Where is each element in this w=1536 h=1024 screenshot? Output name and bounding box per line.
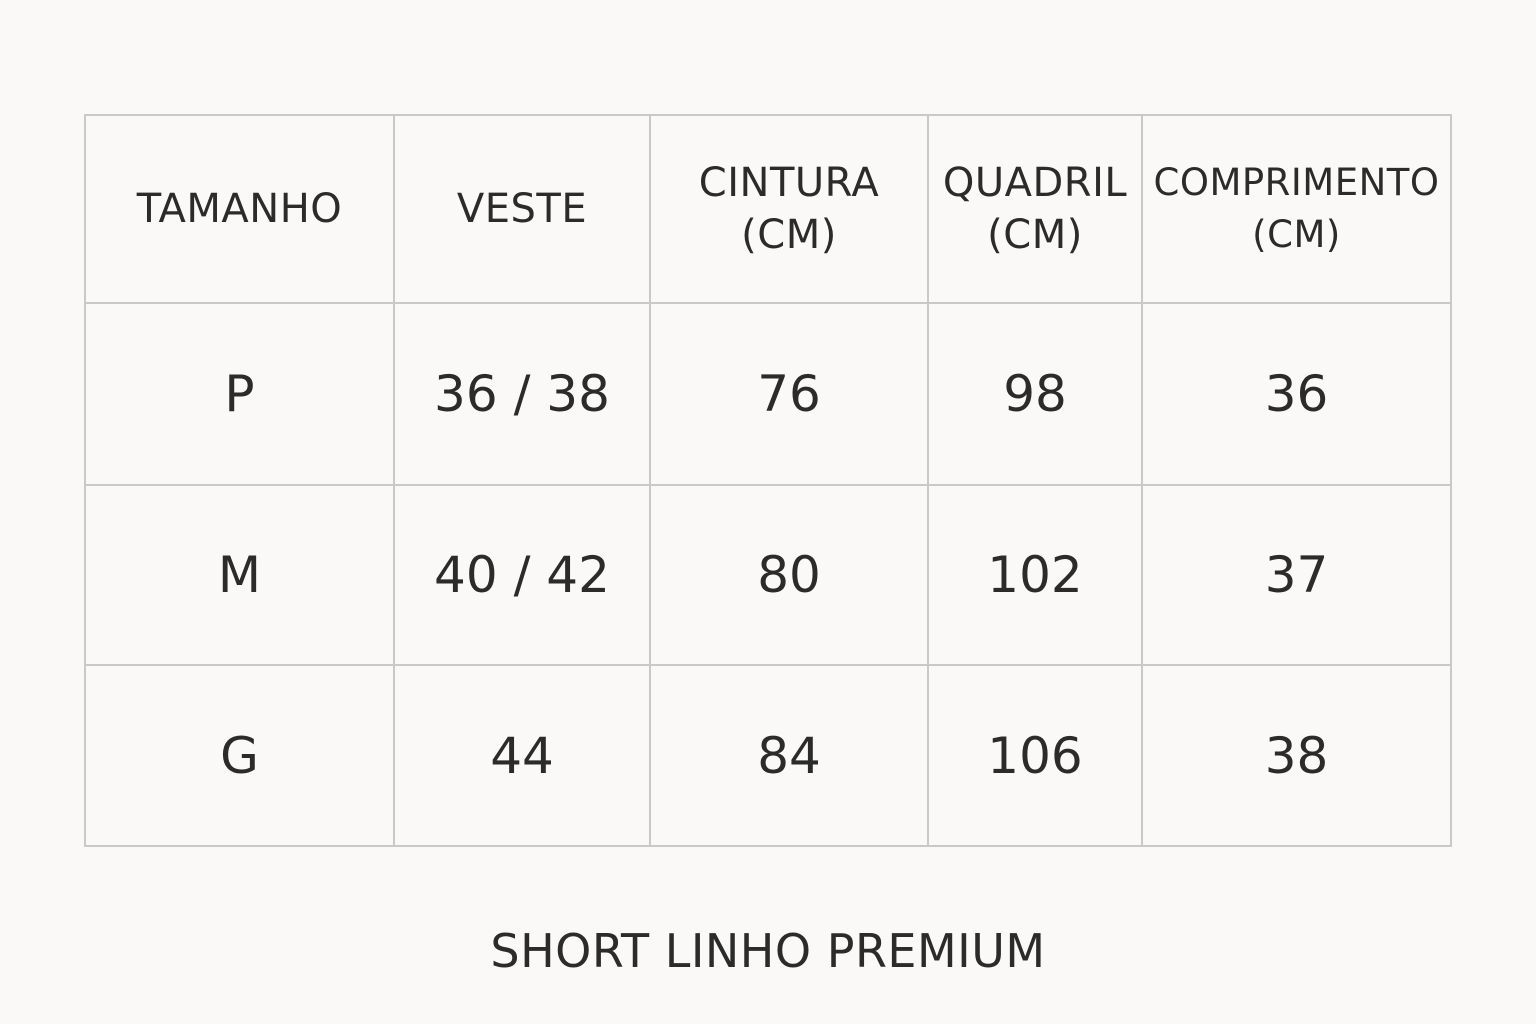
cell-comprimento: 36 — [1141, 302, 1452, 486]
cell-quadril: 106 — [927, 664, 1143, 847]
header-cintura: CINTURA (CM) — [649, 114, 929, 304]
header-veste: VESTE — [393, 114, 651, 304]
cell-quadril: 98 — [927, 302, 1143, 486]
cell-size: M — [84, 484, 395, 666]
cell-comprimento: 37 — [1141, 484, 1452, 666]
header-quadril: QUADRIL (CM) — [927, 114, 1143, 304]
cell-cintura: 84 — [649, 664, 929, 847]
header-row: TAMANHO VESTE CINTURA (CM) QUADRIL (CM) CO… — [84, 114, 1452, 304]
cell-size: G — [84, 664, 395, 847]
table-row: P 36 / 38 76 98 36 — [84, 302, 1452, 486]
cell-cintura: 76 — [649, 302, 929, 486]
cell-veste: 40 / 42 — [393, 484, 651, 666]
table-row: M 40 / 42 80 102 37 — [84, 484, 1452, 666]
cell-comprimento: 38 — [1141, 664, 1452, 847]
header-comprimento: COMPRIMENTO (CM) — [1141, 114, 1452, 304]
cell-quadril: 102 — [927, 484, 1143, 666]
cell-cintura: 80 — [649, 484, 929, 666]
cell-veste: 44 — [393, 664, 651, 847]
size-chart-table: TAMANHO VESTE CINTURA (CM) QUADRIL (CM) CO… — [84, 114, 1452, 847]
product-title: SHORT LINHO PREMIUM — [490, 924, 1046, 978]
table-row: G 44 84 106 38 — [84, 664, 1452, 847]
cell-size: P — [84, 302, 395, 486]
header-tamanho: TAMANHO — [84, 114, 395, 304]
cell-veste: 36 / 38 — [393, 302, 651, 486]
